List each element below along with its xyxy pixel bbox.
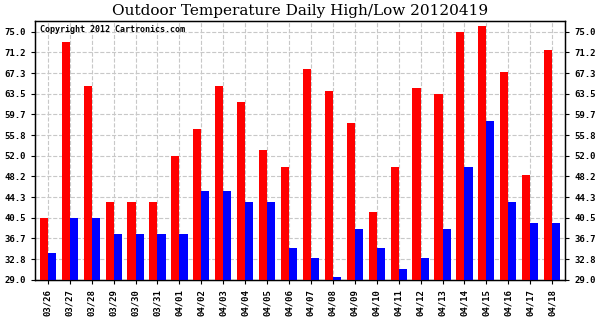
Bar (421, 258, 429, 280)
Bar (522, 175, 530, 280)
Bar (62, 42, 70, 280)
Bar (355, 228, 363, 280)
Bar (464, 166, 473, 280)
Bar (83, 85, 92, 280)
Bar (259, 150, 267, 280)
Bar (544, 51, 552, 280)
Bar (281, 166, 289, 280)
Bar (478, 26, 487, 280)
Bar (311, 258, 319, 280)
Bar (237, 102, 245, 280)
Bar (70, 218, 78, 280)
Bar (149, 202, 157, 280)
Bar (552, 223, 560, 280)
Bar (267, 202, 275, 280)
Bar (398, 269, 407, 280)
Text: Copyright 2012 Cartronics.com: Copyright 2012 Cartronics.com (40, 25, 185, 34)
Bar (202, 191, 209, 280)
Bar (333, 277, 341, 280)
Bar (245, 202, 253, 280)
Bar (193, 129, 202, 280)
Bar (391, 166, 398, 280)
Bar (530, 223, 538, 280)
Bar (113, 234, 122, 280)
Bar (377, 248, 385, 280)
Bar (92, 218, 100, 280)
Bar (40, 218, 48, 280)
Bar (223, 191, 232, 280)
Bar (347, 123, 355, 280)
Bar (303, 69, 311, 280)
Bar (457, 32, 464, 280)
Bar (434, 94, 443, 280)
Bar (215, 85, 223, 280)
Bar (106, 202, 113, 280)
Bar (508, 202, 517, 280)
Bar (171, 156, 179, 280)
Bar (500, 72, 508, 280)
Bar (127, 202, 136, 280)
Bar (157, 234, 166, 280)
Bar (48, 253, 56, 280)
Bar (412, 88, 421, 280)
Bar (487, 121, 494, 280)
Bar (443, 228, 451, 280)
Title: Outdoor Temperature Daily High/Low 20120419: Outdoor Temperature Daily High/Low 20120… (112, 4, 488, 18)
Bar (325, 91, 333, 280)
Bar (289, 248, 297, 280)
Bar (136, 234, 143, 280)
Bar (368, 212, 377, 280)
Bar (179, 234, 188, 280)
